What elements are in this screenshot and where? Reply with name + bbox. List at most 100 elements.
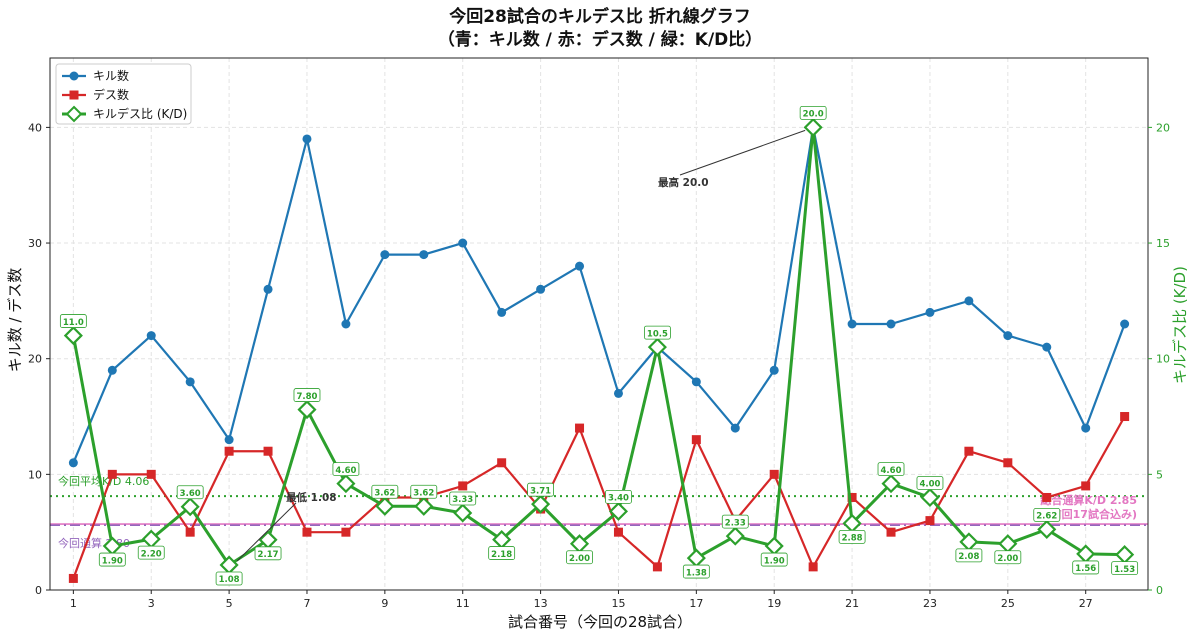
death-point [964, 446, 974, 456]
x-tick-label: 21 [845, 597, 859, 610]
kd-point [764, 536, 784, 556]
kill-point [536, 284, 546, 294]
kill-point [146, 331, 156, 341]
kd-value-label: 3.40 [608, 494, 629, 504]
kd-value-label: 11.0 [63, 318, 84, 328]
kd-label-box [59, 314, 87, 328]
kd-label-box [215, 571, 243, 586]
kill-point [925, 307, 935, 317]
chart-subtitle: （青：キル数 / 赤：デス数 / 緑：K/D比） [438, 29, 763, 50]
kd-point [375, 496, 395, 516]
x-tick-label: 27 [1079, 597, 1093, 610]
kd-label-box [799, 105, 827, 120]
series-line-2 [71, 125, 1125, 567]
kd-value-label: 3.71 [530, 486, 551, 496]
kd-value-label: 1.90 [102, 556, 123, 566]
x-tick-label: 17 [689, 597, 703, 610]
death-point [302, 527, 312, 537]
death-point [691, 435, 701, 445]
kill-point [224, 435, 234, 445]
kill-point [613, 388, 623, 398]
kd-label-box [371, 484, 399, 499]
kill-point [964, 296, 974, 306]
kd-point [414, 496, 434, 516]
data-labels: 11.0 1.90 2.20 3.60 1.08 2.17 7.80 4.60 3.62 3.62… [59, 105, 1139, 586]
kd-label-box [332, 462, 360, 477]
kd-value-label: 4.60 [881, 466, 902, 476]
kill-point [1003, 331, 1013, 341]
kd-value-label: 1.53 [1114, 565, 1135, 575]
annotation-arrow-min [236, 502, 297, 562]
kill-point [458, 238, 468, 248]
x-tick-label: 11 [456, 597, 470, 610]
legend-marker [65, 105, 83, 123]
kd-label-box [838, 529, 866, 544]
kill-point [691, 377, 701, 387]
death-point [146, 469, 156, 479]
kill-point [341, 319, 351, 329]
kd-label-box [605, 489, 632, 504]
kd-value-label: 3.60 [180, 489, 201, 499]
kd-value-label: 3.62 [374, 488, 395, 498]
legend-label: デス数 [93, 87, 129, 102]
kd-point [1076, 544, 1096, 564]
kill-point [107, 365, 117, 375]
reference-label-avg: 今回平均K/D 4.06 [58, 474, 149, 488]
kd-point [180, 497, 200, 517]
kill-point [185, 377, 195, 387]
kill-point [1042, 342, 1052, 352]
kd-label-box [1072, 560, 1100, 575]
death-point [847, 492, 857, 502]
death-point [1003, 458, 1013, 468]
y-tick-label-right: 5 [1156, 468, 1163, 481]
kd-label-box [98, 552, 126, 567]
chart-title: 今回28試合のキルデス比 折れ線グラフ [449, 6, 751, 27]
kd-label-box [994, 550, 1022, 565]
x-tick-label: 7 [303, 597, 310, 610]
kd-label-box [293, 388, 321, 402]
death-point [107, 469, 117, 479]
y-tick-label-right: 0 [1156, 584, 1163, 597]
x-tick-label: 19 [767, 597, 781, 610]
kd-value-label: 3.33 [452, 495, 473, 505]
kd-value-label: 2.62 [1036, 512, 1057, 522]
kd-point [219, 555, 239, 575]
kd-point [1115, 545, 1135, 565]
kd-label-box [760, 552, 788, 567]
reference-label-total: 総合通算K/D 2.85 [1040, 493, 1137, 507]
kd-value-label: 2.88 [842, 534, 863, 544]
kd-value-label: 1.38 [686, 568, 707, 578]
kd-point [1037, 519, 1057, 539]
kd-label-box [527, 482, 554, 497]
kd-point [63, 326, 83, 346]
kd-label-box [1111, 561, 1139, 576]
x-tick-label: 15 [611, 597, 625, 610]
y-tick-label-left: 0 [35, 584, 42, 597]
x-tick-label: 3 [148, 597, 155, 610]
kd-label-box [137, 545, 165, 560]
kd-label-box [877, 462, 905, 477]
plot-frame [49, 57, 1149, 591]
kd-value-label: 2.33 [725, 518, 746, 528]
kill-point [68, 458, 78, 468]
y-tick-label-left: 40 [28, 121, 42, 134]
death-point [458, 481, 468, 491]
kill-point [1120, 319, 1130, 329]
kill-point [419, 250, 429, 260]
death-point [1042, 492, 1052, 502]
death-point [68, 573, 78, 583]
kd-label-box [254, 546, 282, 561]
kd-point [725, 526, 745, 546]
kd-value-label: 4.60 [335, 466, 356, 476]
reference-sublabel-total: (前回17試合込み) [1046, 507, 1137, 521]
y-axis-label-right: キルデス比 (K/D) [1171, 266, 1189, 384]
kd-point [258, 530, 278, 550]
series-line-1 [72, 415, 1126, 579]
kd-label-box [955, 548, 983, 563]
y-axis-label-left: キル数 / デス数 [6, 268, 24, 373]
kd-value-label: 7.80 [296, 392, 317, 402]
